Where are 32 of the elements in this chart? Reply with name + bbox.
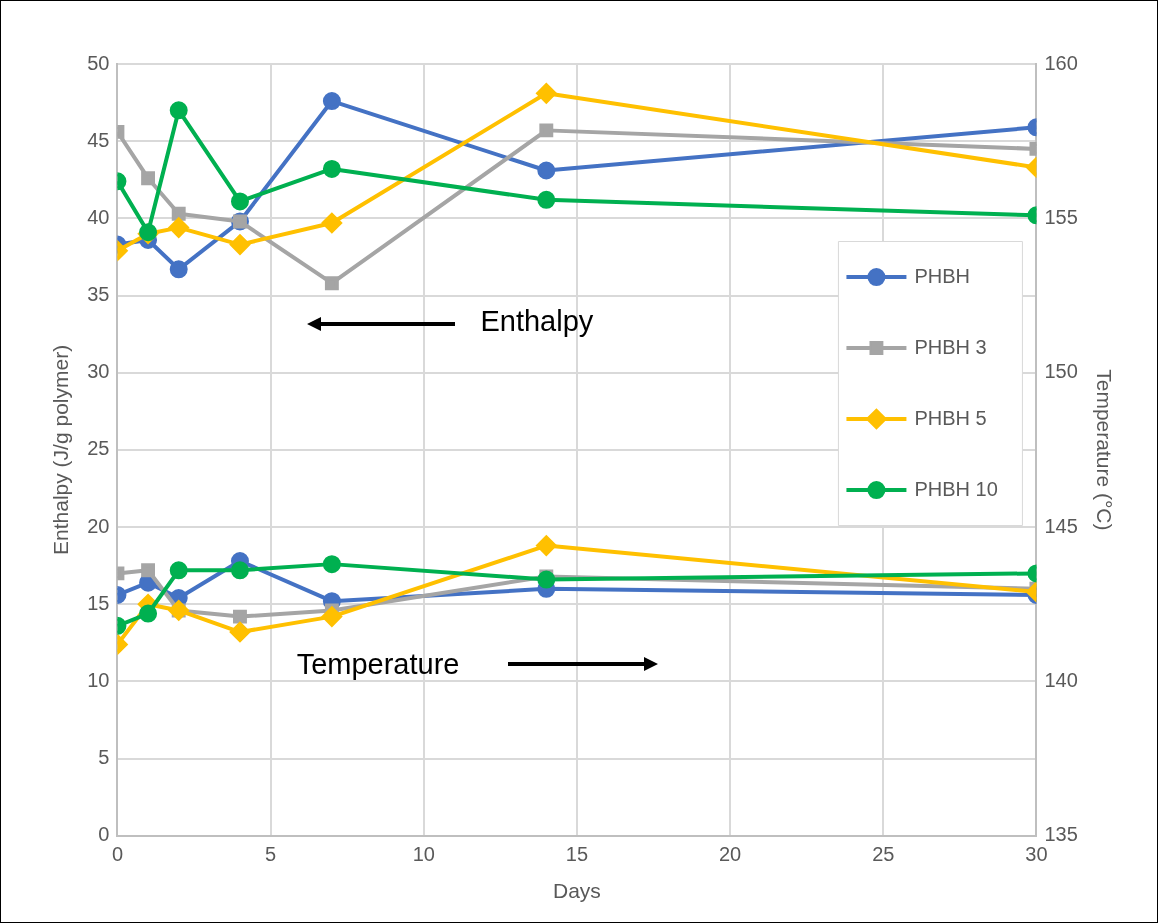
x-tick-label: 10 bbox=[412, 843, 435, 866]
y-tick-label: 45 bbox=[87, 128, 110, 151]
annotation: Enthalpy bbox=[480, 304, 594, 337]
y-tick-label: 0 bbox=[98, 823, 110, 846]
y-tick-label: 40 bbox=[87, 205, 110, 228]
y2-tick-label: 150 bbox=[1044, 360, 1078, 383]
x-tick-label: 20 bbox=[718, 843, 742, 866]
y2-tick-label: 145 bbox=[1044, 514, 1078, 537]
y-tick-label: 20 bbox=[87, 514, 110, 537]
y-tick-label: 10 bbox=[87, 668, 110, 691]
y-tick-label: 15 bbox=[87, 591, 110, 614]
y-tick-label: 5 bbox=[98, 746, 110, 769]
y2-tick-label: 135 bbox=[1044, 823, 1078, 846]
x-axis-title: Days bbox=[553, 879, 601, 903]
y-tick-label: 25 bbox=[87, 437, 110, 460]
y2-axis-title: Temperature (°C) bbox=[1092, 369, 1116, 531]
legend-label: PHBH 5 bbox=[914, 406, 987, 429]
y2-tick-label: 155 bbox=[1044, 205, 1078, 228]
y-tick-label: 35 bbox=[87, 283, 110, 306]
x-tick-label: 5 bbox=[265, 843, 277, 866]
x-tick-label: 25 bbox=[872, 843, 895, 866]
legend-label: PHBH 3 bbox=[914, 335, 987, 358]
y2-tick-label: 140 bbox=[1044, 668, 1078, 691]
legend-label: PHBH bbox=[914, 264, 971, 287]
y-axis-title: Enthalpy (J/g polymer) bbox=[49, 344, 73, 555]
x-tick-label: 15 bbox=[565, 843, 589, 866]
y-tick-label: 30 bbox=[87, 360, 110, 383]
legend-label: PHBH 10 bbox=[914, 477, 998, 500]
y-tick-label: 50 bbox=[87, 51, 110, 74]
y2-tick-label: 160 bbox=[1044, 51, 1078, 74]
x-tick-label: 30 bbox=[1025, 843, 1048, 866]
annotation: Temperature bbox=[296, 648, 460, 680]
